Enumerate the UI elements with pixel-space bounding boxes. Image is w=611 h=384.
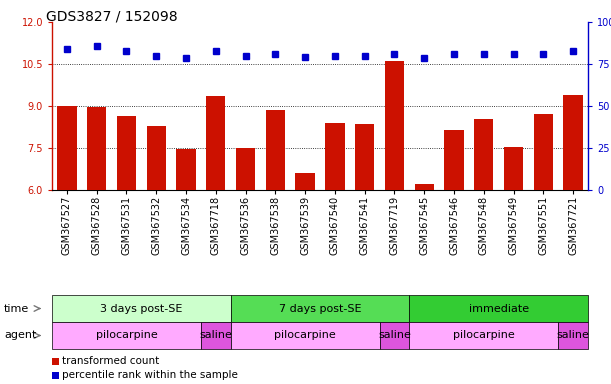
Text: 7 days post-SE: 7 days post-SE bbox=[279, 303, 361, 313]
Bar bbox=[296, 173, 315, 190]
Bar bbox=[504, 147, 523, 190]
Bar bbox=[379, 322, 409, 349]
Bar bbox=[409, 322, 558, 349]
Bar bbox=[177, 149, 196, 190]
Bar bbox=[533, 114, 553, 190]
Bar bbox=[52, 322, 201, 349]
Bar bbox=[57, 106, 76, 190]
Bar bbox=[558, 322, 588, 349]
Bar bbox=[201, 322, 231, 349]
Bar bbox=[563, 95, 583, 190]
Text: saline: saline bbox=[199, 331, 232, 341]
Bar bbox=[385, 61, 404, 190]
Bar bbox=[355, 124, 375, 190]
Text: transformed count: transformed count bbox=[62, 356, 159, 366]
Bar bbox=[474, 119, 494, 190]
Bar bbox=[231, 295, 409, 322]
Bar bbox=[87, 108, 106, 190]
Bar bbox=[206, 96, 225, 190]
Bar bbox=[147, 126, 166, 190]
Bar bbox=[236, 148, 255, 190]
Text: GDS3827 / 152098: GDS3827 / 152098 bbox=[46, 10, 178, 24]
Bar bbox=[52, 295, 231, 322]
Bar bbox=[266, 110, 285, 190]
Text: percentile rank within the sample: percentile rank within the sample bbox=[62, 371, 238, 381]
Text: pilocarpine: pilocarpine bbox=[453, 331, 514, 341]
Bar bbox=[414, 184, 434, 190]
Text: pilocarpine: pilocarpine bbox=[274, 331, 336, 341]
Bar bbox=[117, 116, 136, 190]
Bar bbox=[325, 123, 345, 190]
Text: immediate: immediate bbox=[469, 303, 529, 313]
Text: agent: agent bbox=[4, 331, 37, 341]
Text: time: time bbox=[4, 303, 29, 313]
Bar bbox=[231, 322, 379, 349]
Text: saline: saline bbox=[378, 331, 411, 341]
Text: pilocarpine: pilocarpine bbox=[95, 331, 157, 341]
Bar bbox=[409, 295, 588, 322]
Text: 3 days post-SE: 3 days post-SE bbox=[100, 303, 183, 313]
Bar bbox=[444, 130, 464, 190]
Text: saline: saline bbox=[557, 331, 590, 341]
